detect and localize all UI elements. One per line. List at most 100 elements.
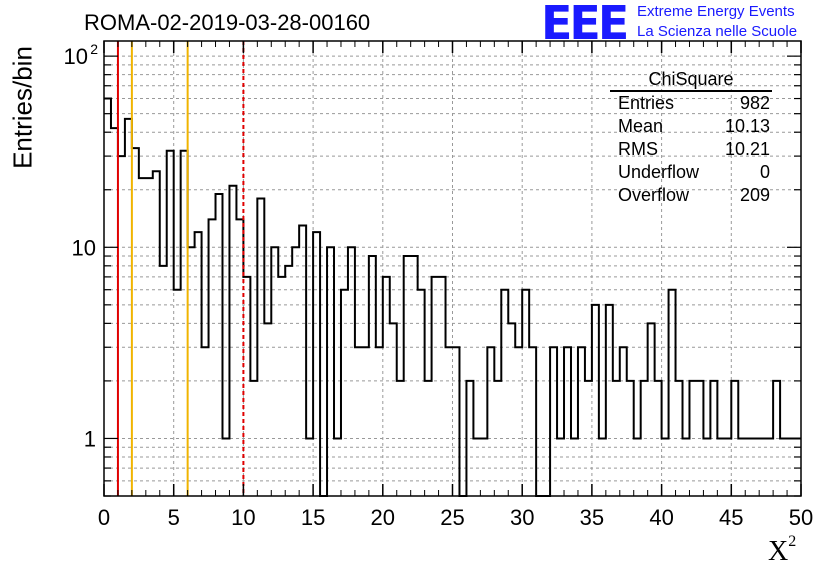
histogram-bin [146, 178, 153, 496]
histogram-bin [724, 438, 731, 496]
histogram-bin [620, 347, 627, 496]
histogram-outline [104, 97, 801, 497]
stats-value: 10.13 [724, 116, 770, 136]
histogram-bin [160, 266, 167, 496]
histogram-bin [111, 128, 118, 496]
stats-label: Underflow [618, 162, 700, 182]
x-tick-label: 45 [719, 505, 743, 530]
histogram-bin [313, 232, 320, 496]
histogram-bin [439, 277, 446, 496]
histogram-bin [167, 151, 174, 496]
histogram-bin [780, 438, 787, 496]
histogram-bin [327, 247, 334, 496]
histogram-bin [494, 381, 501, 496]
histogram-bin [752, 438, 759, 496]
stats-value: 10.21 [724, 139, 770, 159]
histogram-bin [759, 438, 766, 496]
histogram-bin [738, 438, 745, 496]
x-tick-label: 15 [301, 505, 325, 530]
histogram-bin [229, 186, 236, 496]
stats-label: Overflow [618, 185, 690, 205]
histogram-bin [174, 290, 181, 496]
x-tick-label: 30 [510, 505, 534, 530]
histogram-bin [571, 438, 578, 496]
histogram-bin [222, 438, 229, 496]
histogram-bin [669, 290, 676, 496]
histogram-bin [453, 347, 460, 496]
histogram-bin [710, 381, 717, 496]
y-tick-label: 10 [64, 44, 88, 69]
histogram-bin [432, 277, 439, 496]
histogram-bin [717, 438, 724, 496]
x-axis-label-base: X [768, 536, 789, 567]
stats-row-rms: RMS 10.21 [612, 138, 780, 161]
y-axis-label: Entries/bin [7, 46, 38, 169]
y-tick-label: 10 [72, 235, 96, 260]
histogram-bin [655, 381, 662, 496]
stats-label: RMS [618, 139, 658, 159]
x-tick-label: 25 [440, 505, 464, 530]
histogram-bin [557, 438, 564, 496]
histogram-bin [418, 290, 425, 496]
histogram-bin [383, 277, 390, 496]
histogram-bin [515, 347, 522, 496]
stats-box: ChiSquare Entries 982 Mean 10.13 RMS 10.… [610, 68, 780, 207]
histogram-bin [634, 438, 641, 496]
histogram-bin [745, 438, 752, 496]
histogram-bin [243, 277, 250, 496]
histogram-bin [306, 438, 313, 496]
histogram-bin [599, 438, 606, 496]
histogram-bin [613, 381, 620, 496]
histogram-bin [773, 381, 780, 496]
histogram-bin [411, 256, 418, 496]
histogram-bin [578, 347, 585, 496]
logo-text-line1: Extreme Energy Events [637, 3, 795, 20]
stats-value: 0 [759, 162, 770, 182]
histogram-bin [683, 438, 690, 496]
histogram-bin [195, 232, 202, 496]
histogram-bin [118, 156, 125, 496]
run-title: ROMA-02-2019-03-28-00160 [84, 10, 371, 35]
histogram-bin [696, 381, 703, 496]
histogram-bin [466, 381, 473, 496]
histogram-bin [662, 438, 669, 496]
y-tick-label-exponent: 2 [90, 41, 98, 57]
histogram-bin [369, 256, 376, 496]
histogram-bin [480, 438, 487, 496]
histogram-bin [529, 347, 536, 496]
histogram-bin [731, 381, 738, 496]
x-axis-label: X2 [768, 533, 796, 568]
x-tick-label: 5 [168, 505, 180, 530]
stats-label: Mean [618, 116, 664, 136]
histogram-bin [334, 438, 341, 496]
x-tick-label: 0 [98, 505, 110, 530]
histogram-bin [487, 347, 494, 496]
stats-value: 982 [739, 93, 770, 113]
histogram-bin [390, 323, 397, 496]
histogram-bin [132, 148, 139, 496]
histogram-bin [299, 226, 306, 496]
histogram-bin [627, 381, 634, 496]
histogram-bin [689, 381, 696, 496]
logo-text-line2: La Scienza nelle Scuole [637, 23, 798, 40]
histogram-bin [376, 347, 383, 496]
histogram-bin [202, 347, 209, 496]
histogram-bin [278, 277, 285, 496]
histogram-bin [104, 99, 111, 496]
histogram-bin [362, 347, 369, 496]
stats-value: 209 [739, 185, 770, 205]
x-tick-label: 35 [580, 505, 604, 530]
histogram-bin [236, 219, 243, 496]
histogram-bin [585, 381, 592, 496]
histogram-bin [355, 347, 362, 496]
histogram-bin [257, 198, 264, 496]
histogram-bin [181, 151, 188, 496]
histogram-bin [592, 305, 599, 496]
histogram-bin [348, 247, 355, 496]
histogram-bin [564, 347, 571, 496]
stats-row-mean: Mean 10.13 [612, 115, 780, 138]
x-tick-label: 50 [789, 505, 813, 530]
histogram-bin [446, 347, 453, 496]
stats-row-entries: Entries 982 [612, 92, 780, 115]
